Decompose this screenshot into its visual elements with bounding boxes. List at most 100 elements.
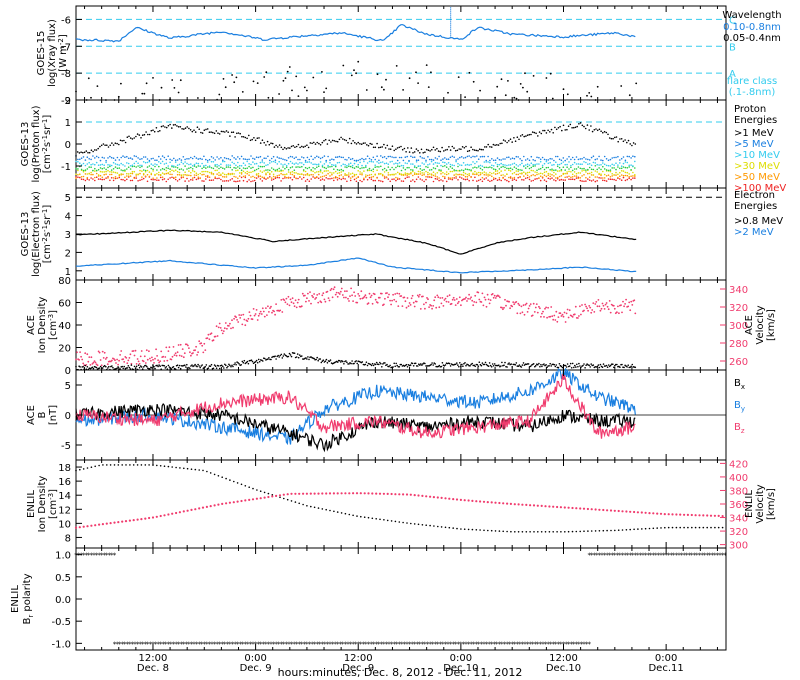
data-point [509,138,512,140]
data-point [607,169,610,172]
data-point [310,162,313,164]
data-point [478,298,481,301]
data-point [342,176,345,178]
data-point [556,170,559,172]
data-point [627,139,630,142]
data-point [195,162,198,164]
data-point [139,158,141,160]
data-point [171,355,174,358]
data-point [573,171,576,173]
data-point [125,357,128,359]
data-point [246,172,248,175]
data-point [137,364,140,367]
data-point [152,129,154,131]
data-point [430,71,432,74]
data-point [135,160,137,163]
data-point [272,155,275,158]
data-point [624,303,626,305]
data-point [543,174,546,177]
data-point [163,163,166,165]
data-point [158,165,160,168]
data-point [346,174,348,176]
data-point [573,175,576,177]
data-point [229,158,232,161]
data-point [398,162,401,164]
data-point [158,174,160,176]
data-point [398,292,401,295]
data-point [600,174,602,177]
data-point [579,163,582,165]
data-point [190,178,192,181]
data-point [428,158,431,161]
data-point [571,316,574,318]
data-point [158,161,160,163]
data-point [609,178,612,180]
data-point [75,176,77,178]
data-point [327,166,329,168]
data-point [204,349,207,351]
data-point [610,137,613,140]
data-point [122,155,124,157]
data-point [368,176,371,179]
data-point [370,160,373,163]
data-point [345,139,348,142]
data-point [576,363,578,366]
data-point [236,482,239,484]
data-point [198,469,200,471]
data-point [421,162,424,164]
data-point [259,155,262,158]
data-point [340,512,343,514]
data-point [209,505,212,508]
data-point [138,366,141,369]
data-point [365,174,367,176]
data-point [271,495,274,498]
data-point [460,169,463,171]
data-point [537,363,539,366]
data-point [464,96,466,98]
data-point [393,168,395,171]
polarity-point: * [428,640,432,648]
data-point [243,359,246,362]
data-point [189,129,192,131]
data-point [592,155,595,157]
polarity-point: * [657,552,661,560]
data-point [371,362,374,365]
data-point [457,165,459,168]
y-axis-label: ENLIL [10,585,21,613]
data-point [553,171,555,174]
polarity-point: * [205,640,209,648]
data-point [617,176,619,179]
data-point [120,178,122,181]
data-point [687,526,689,529]
data-point [513,162,516,165]
data-point [173,165,175,167]
data-point [440,179,442,181]
y-tick-label: 0 [65,366,71,377]
data-point [564,321,567,323]
data-point [479,172,482,174]
data-point [269,173,271,176]
data-point [218,93,221,96]
data-point [455,298,458,300]
data-point [602,170,604,173]
data-point [350,142,353,145]
data-point [233,162,235,165]
data-point [185,343,188,346]
data-point [360,515,362,518]
data-point [460,304,462,307]
data-point [624,171,627,174]
data-point [270,161,273,163]
data-point [417,82,419,84]
polarity-point: * [680,552,684,560]
data-point [412,365,415,367]
data-point [372,161,375,163]
polarity-point: * [498,640,502,648]
polarity-point: * [644,552,648,560]
data-point [599,309,602,312]
data-point [116,367,118,370]
data-point [598,305,601,308]
polarity-point: * [336,640,340,648]
polarity-point: * [295,640,299,648]
data-point [282,177,284,180]
polarity-point: * [174,640,178,648]
